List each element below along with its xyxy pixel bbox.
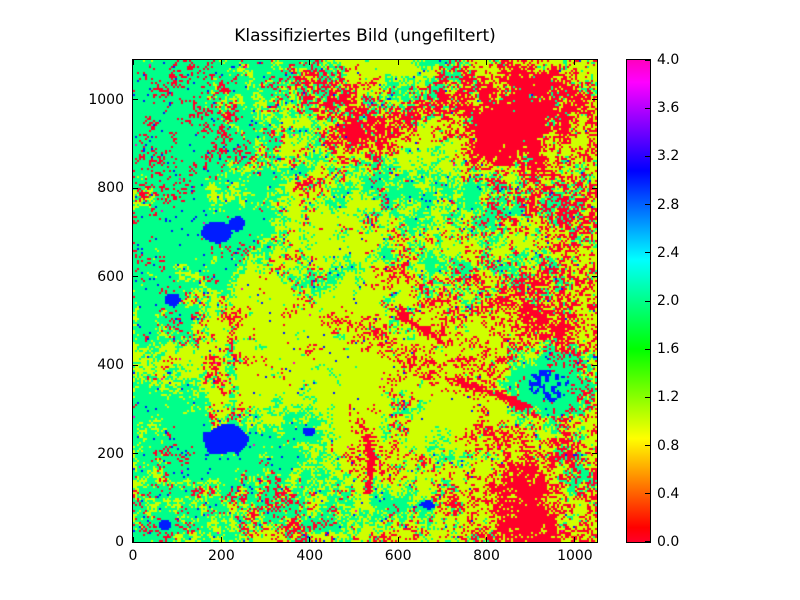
x-tick-mark [397,60,399,65]
main-axes [132,59,598,543]
y-tick-mark [592,187,597,189]
y-tick-mark [133,541,138,543]
x-tick-mark [132,537,134,542]
colorbar-tick-label: 3.2 [657,148,680,165]
x-tick-label: 200 [208,548,235,564]
x-tick-mark [574,60,576,65]
y-tick-mark [133,99,138,101]
x-tick-mark [220,60,222,65]
y-tick-mark [133,276,138,278]
colorbar-tick-label: 2.8 [657,196,680,213]
colorbar-tick-mark [645,300,650,302]
x-tick-label: 0 [128,548,138,564]
colorbar-tick-mark [645,348,650,350]
colorbar-tick-label: 2.0 [657,293,680,309]
y-tick-label: 1000 [88,91,124,108]
colorbar-tick-mark [645,493,650,495]
y-tick-mark [133,453,138,455]
classified-raster-image [133,60,597,542]
colorbar-tick-label: 2.4 [657,244,680,261]
y-tick-label: 200 [97,445,124,462]
x-tick-label: 600 [384,548,412,564]
colorbar-tick-label: 1.2 [657,389,680,406]
x-tick-label: 1000 [557,548,593,564]
x-tick-mark [309,537,311,542]
colorbar-tick-label: 3.6 [657,100,680,117]
colorbar-tick-mark [645,60,650,61]
colorbar-tick-mark [645,396,650,398]
x-tick-mark [309,60,311,65]
y-tick-mark [592,453,597,455]
y-tick-label: 600 [97,268,124,285]
y-tick-label: 0 [115,534,124,550]
colorbar [626,59,651,543]
y-tick-mark [592,364,597,366]
x-tick-mark [132,60,134,65]
x-tick-mark [220,537,222,542]
x-tick-mark [486,60,488,65]
colorbar-tick-mark [645,252,650,254]
colorbar-gradient [627,60,650,542]
colorbar-tick-label: 1.6 [657,341,680,358]
y-tick-mark [592,276,597,278]
plot-title: Klassifiziertes Bild (ungefiltert) [234,26,496,46]
colorbar-tick-mark [645,155,650,157]
y-tick-mark [133,187,138,189]
y-tick-mark [592,541,597,543]
colorbar-tick-label: 0.4 [657,485,680,502]
colorbar-tick-mark [645,204,650,206]
colorbar-tick-mark [645,541,650,542]
x-tick-label: 800 [473,548,500,564]
colorbar-tick-mark [645,107,650,109]
y-tick-mark [133,364,138,366]
x-tick-mark [486,537,488,542]
colorbar-tick-label: 0.8 [657,437,680,454]
x-tick-label: 400 [296,548,324,564]
y-tick-label: 400 [97,357,124,374]
colorbar-tick-label: 0.0 [657,534,680,550]
y-tick-label: 800 [97,180,124,197]
y-tick-mark [592,99,597,101]
colorbar-tick-label: 4.0 [657,52,680,68]
x-tick-mark [397,537,399,542]
colorbar-tick-mark [645,445,650,447]
x-tick-mark [574,537,576,542]
